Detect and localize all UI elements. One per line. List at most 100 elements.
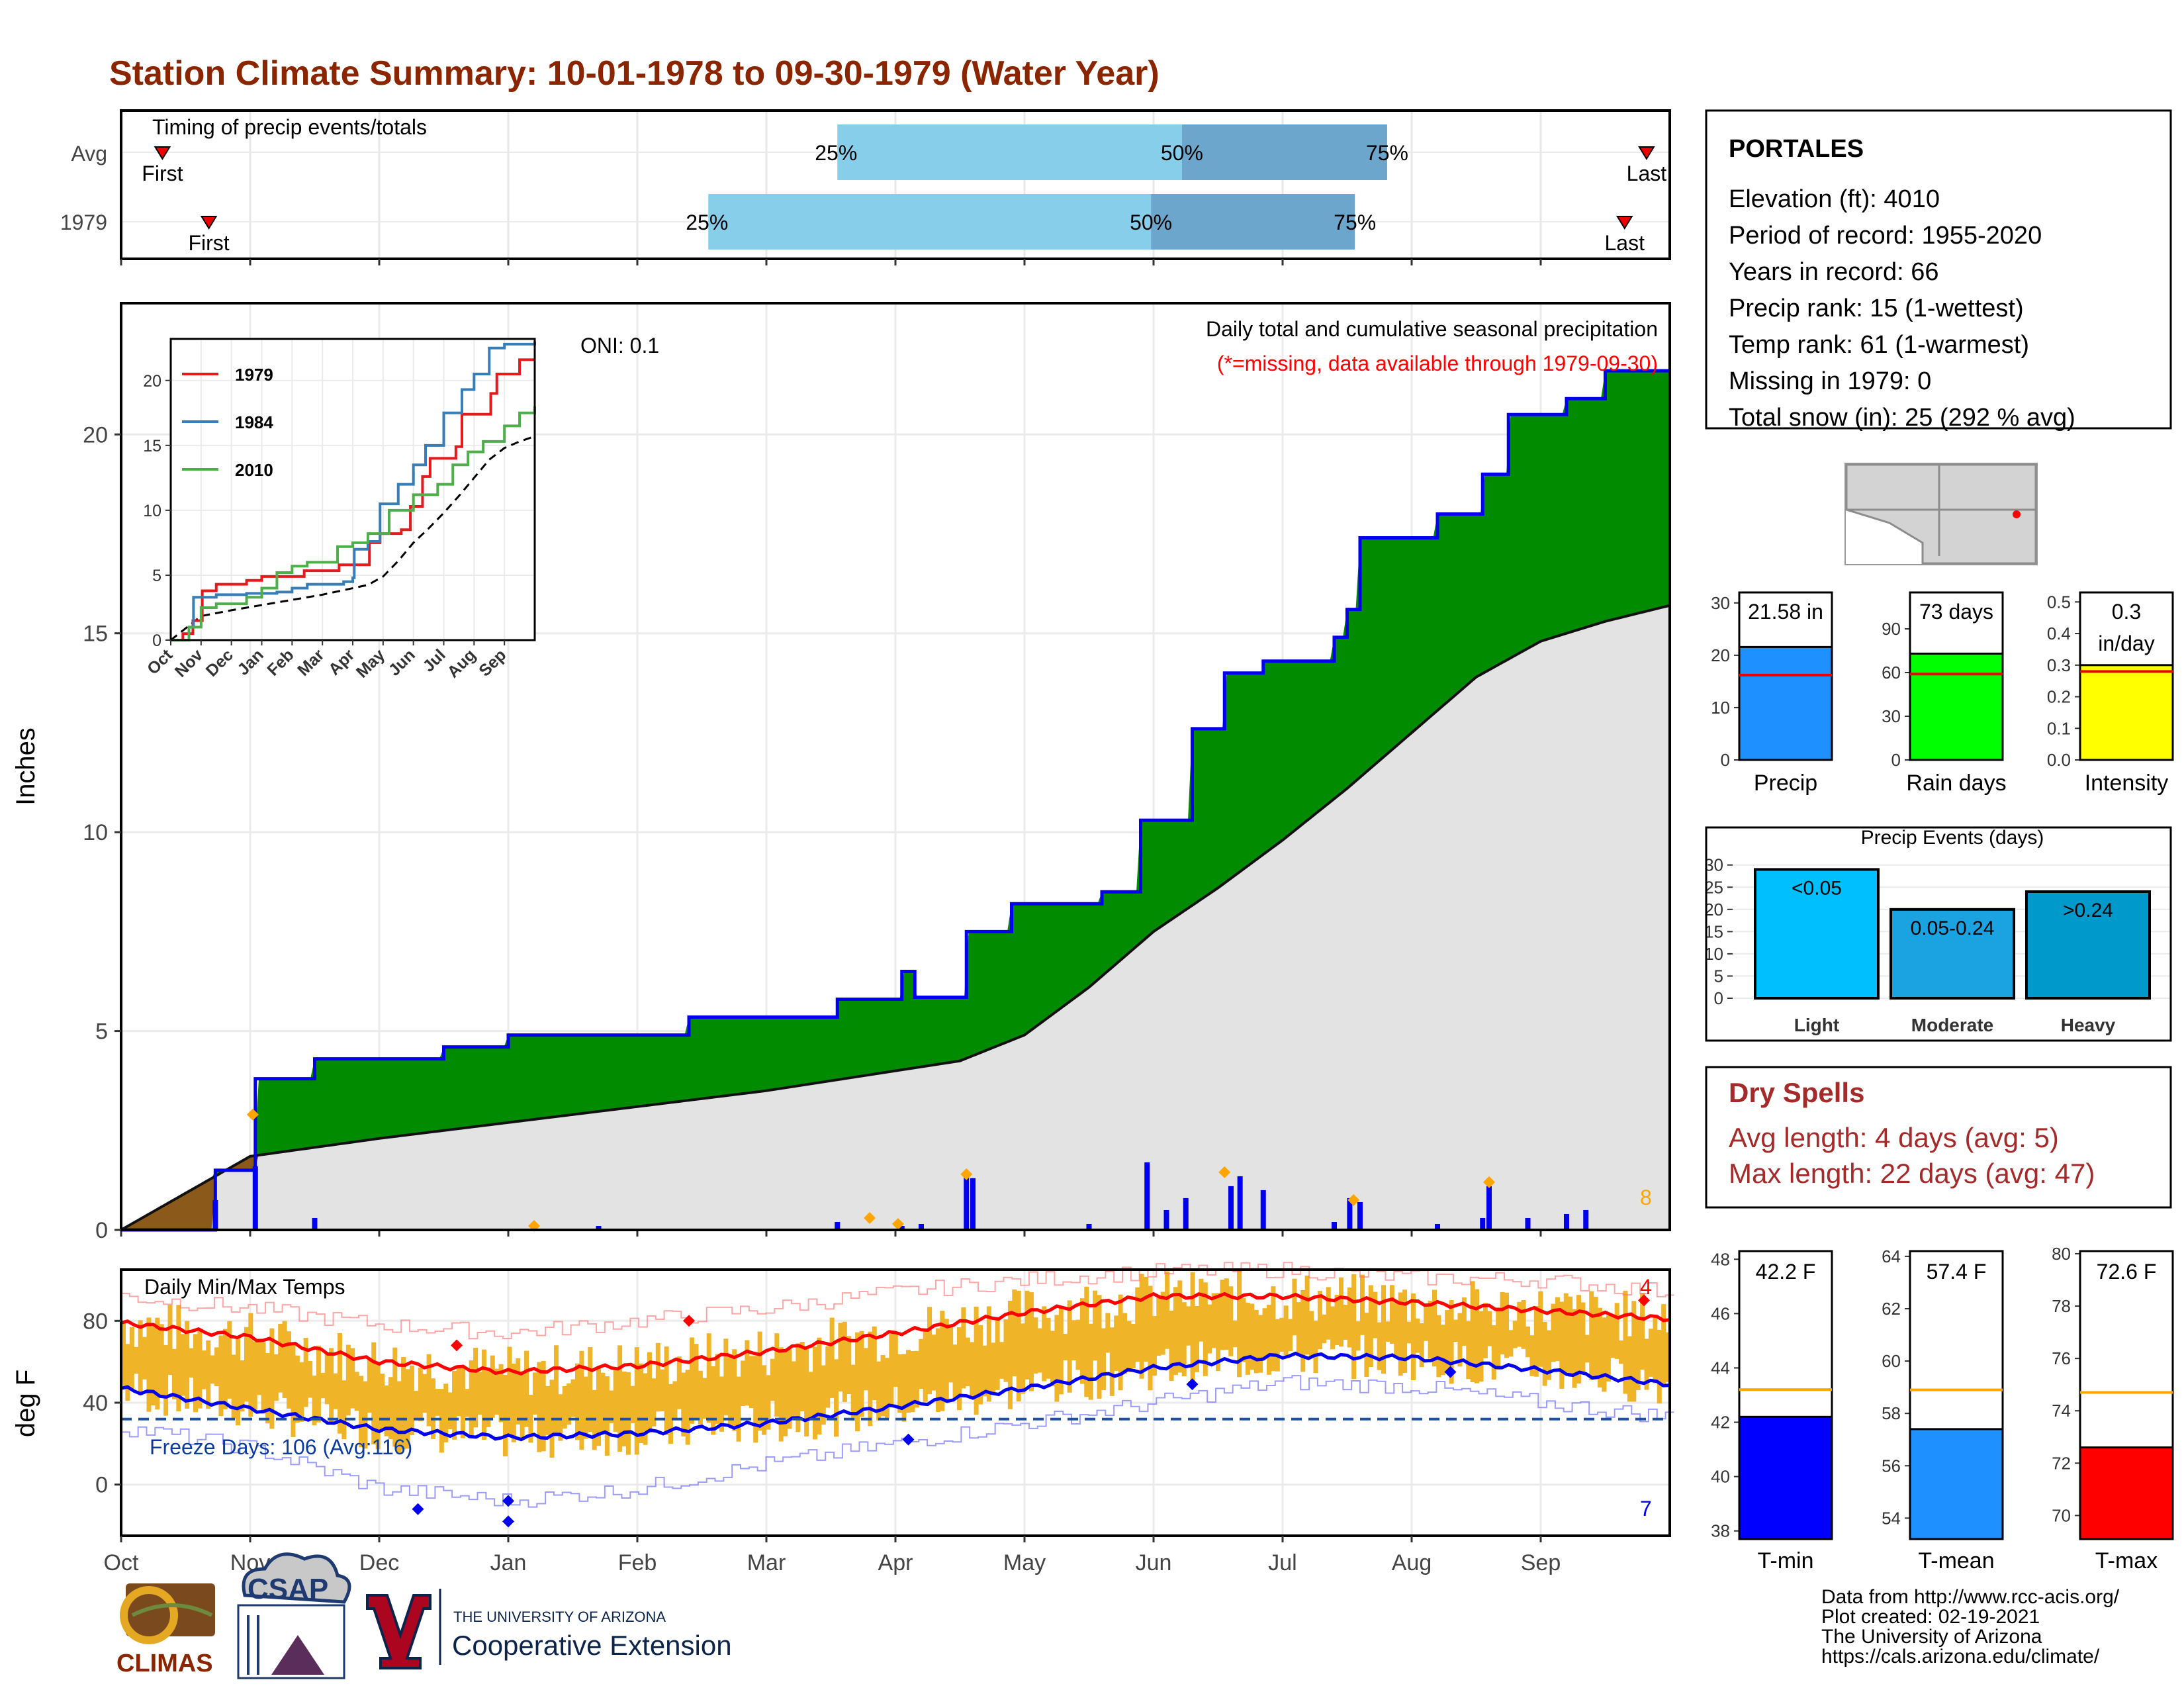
event-marker bbox=[1483, 1176, 1495, 1188]
y-tick-label: 72 bbox=[2052, 1453, 2071, 1473]
daily-temp-bar bbox=[986, 1306, 991, 1402]
daily-precip-bar bbox=[1144, 1162, 1150, 1230]
inset-y-tick-label: 20 bbox=[143, 372, 161, 391]
temp-summary-chart: 70 72 74 76 78 80 72.6 F T-max bbox=[2052, 1244, 2174, 1573]
daily-temp-bar bbox=[1003, 1319, 1009, 1382]
daily-temp-bar bbox=[189, 1348, 194, 1378]
daily-temp-bar bbox=[150, 1326, 156, 1406]
daily-temp-bar bbox=[469, 1360, 474, 1436]
y-tick-label: 58 bbox=[1882, 1403, 1901, 1423]
daily-temp-bar bbox=[567, 1383, 572, 1425]
daily-temp-bar bbox=[244, 1327, 249, 1402]
daily-temp-bar bbox=[1533, 1305, 1539, 1377]
daily-temp-bar bbox=[1317, 1290, 1322, 1350]
daily-temp-bar bbox=[1028, 1292, 1034, 1391]
daily-temp-bar bbox=[227, 1321, 232, 1399]
daily-temp-bar bbox=[121, 1323, 126, 1386]
daily-temp-bar bbox=[1440, 1325, 1445, 1376]
daily-temp-bar bbox=[762, 1365, 767, 1435]
daily-temp-bar bbox=[859, 1331, 864, 1417]
daily-temp-bar bbox=[965, 1337, 970, 1387]
daily-precip-bar bbox=[312, 1217, 318, 1230]
daily-temp-bar bbox=[1007, 1301, 1013, 1409]
event-marker bbox=[246, 1108, 259, 1121]
dry-spells-avg: Avg length: 4 days (avg: 5) bbox=[1729, 1122, 2059, 1153]
y-tick-label: 15 bbox=[83, 622, 108, 647]
record-low-marker bbox=[902, 1433, 915, 1446]
daily-temp-bar bbox=[308, 1360, 313, 1398]
daily-temp-bar bbox=[1602, 1317, 1607, 1392]
y-tick-label: 0 bbox=[95, 1473, 108, 1498]
y-tick-label: 20 bbox=[1704, 900, 1723, 919]
daily-temp-bar bbox=[1614, 1303, 1619, 1359]
inset-average-line bbox=[170, 435, 535, 641]
daily-temp-bar bbox=[1479, 1311, 1484, 1382]
daily-temp-bar bbox=[384, 1385, 389, 1436]
pct-50-label: 50% bbox=[1130, 211, 1172, 234]
y-tick-label: 0.4 bbox=[2047, 624, 2071, 643]
daily-temp-bar bbox=[1665, 1332, 1670, 1382]
daily-temp-bar bbox=[808, 1372, 813, 1419]
daily-temp-bar bbox=[193, 1334, 198, 1413]
last-event-label: Last bbox=[1605, 231, 1645, 255]
daily-temp-bar bbox=[1517, 1301, 1522, 1347]
inset-legend-label: 2010 bbox=[235, 460, 273, 480]
daily-temp-bar bbox=[1457, 1313, 1463, 1367]
university-of-arizona-logo: THE UNIVERSITY OF ARIZONA Cooperative Ex… bbox=[366, 1589, 732, 1669]
station-info-box: PORTALES Elevation (ft): 4010 Period of … bbox=[1705, 109, 2172, 432]
daily-temp-bar bbox=[273, 1354, 279, 1401]
event-marker bbox=[960, 1168, 973, 1180]
precip-frame bbox=[120, 302, 1671, 1231]
daily-temp-bar bbox=[1135, 1287, 1140, 1362]
daily-temp-bar bbox=[1037, 1328, 1042, 1373]
temp-title: Daily Min/Max Temps bbox=[144, 1275, 345, 1299]
daily-temp-bar bbox=[796, 1343, 801, 1432]
station-temp-rank: Temp rank: 61 (1-warmest) bbox=[1729, 331, 2029, 359]
y-tick-label: 54 bbox=[1882, 1508, 1901, 1528]
daily-temp-bar bbox=[329, 1348, 334, 1423]
dry-spells-max: Max length: 22 days (avg: 47) bbox=[1729, 1158, 2095, 1189]
daily-temp-bar bbox=[1644, 1338, 1649, 1390]
daily-temp-bar bbox=[278, 1323, 283, 1393]
daily-temp-bar bbox=[1491, 1325, 1496, 1380]
daily-temp-bar bbox=[456, 1366, 461, 1417]
daily-temp-bar bbox=[799, 1342, 805, 1412]
daily-temp-bar bbox=[757, 1331, 762, 1431]
station-location-dot bbox=[2013, 510, 2021, 518]
daily-temp-bar bbox=[1593, 1297, 1598, 1380]
daily-temp-bar bbox=[1054, 1315, 1060, 1402]
temp-summary-chart: 38 40 42 44 46 48 42.2 F T-min bbox=[1711, 1249, 1833, 1573]
daily-temp-bar bbox=[804, 1346, 809, 1436]
daily-temp-bar bbox=[214, 1347, 220, 1387]
daily-temp-bar bbox=[1631, 1301, 1637, 1402]
daily-temp-bar bbox=[558, 1394, 563, 1441]
daily-temp-bar bbox=[991, 1342, 996, 1393]
daily-temp-bar bbox=[392, 1347, 398, 1447]
value-label: 0.3 bbox=[2112, 600, 2141, 624]
record-low-marker bbox=[412, 1503, 424, 1515]
daily-temp-bar bbox=[919, 1338, 924, 1389]
daily-precip-bar bbox=[1347, 1197, 1353, 1230]
inset-x-tick-label: Mar bbox=[294, 645, 328, 679]
daily-temp-bar bbox=[435, 1389, 440, 1416]
daily-precip-bar bbox=[1237, 1176, 1243, 1230]
daily-temp-bar bbox=[1300, 1289, 1306, 1372]
max-count-label: 4 bbox=[1640, 1275, 1652, 1299]
last-event-label: Last bbox=[1627, 162, 1667, 185]
daily-temp-bar bbox=[201, 1350, 206, 1389]
daily-temp-bar bbox=[1445, 1310, 1450, 1372]
value-label: 72.6 F bbox=[2097, 1260, 2157, 1284]
category-label: Intensity bbox=[2085, 771, 2169, 796]
daily-temp-bar bbox=[287, 1331, 292, 1409]
daily-temp-bar bbox=[1144, 1276, 1149, 1362]
inset-x-tick-label: Nov bbox=[171, 645, 206, 680]
daily-temp-bar bbox=[1466, 1321, 1471, 1380]
daily-temp-bar bbox=[842, 1321, 847, 1402]
daily-temp-bar bbox=[1292, 1278, 1297, 1336]
daily-temp-bar bbox=[291, 1342, 296, 1437]
daily-temp-bar bbox=[711, 1366, 716, 1435]
daily-temp-bar bbox=[956, 1327, 962, 1411]
inset-series-line bbox=[171, 406, 536, 641]
daily-temp-bar bbox=[1190, 1272, 1195, 1387]
